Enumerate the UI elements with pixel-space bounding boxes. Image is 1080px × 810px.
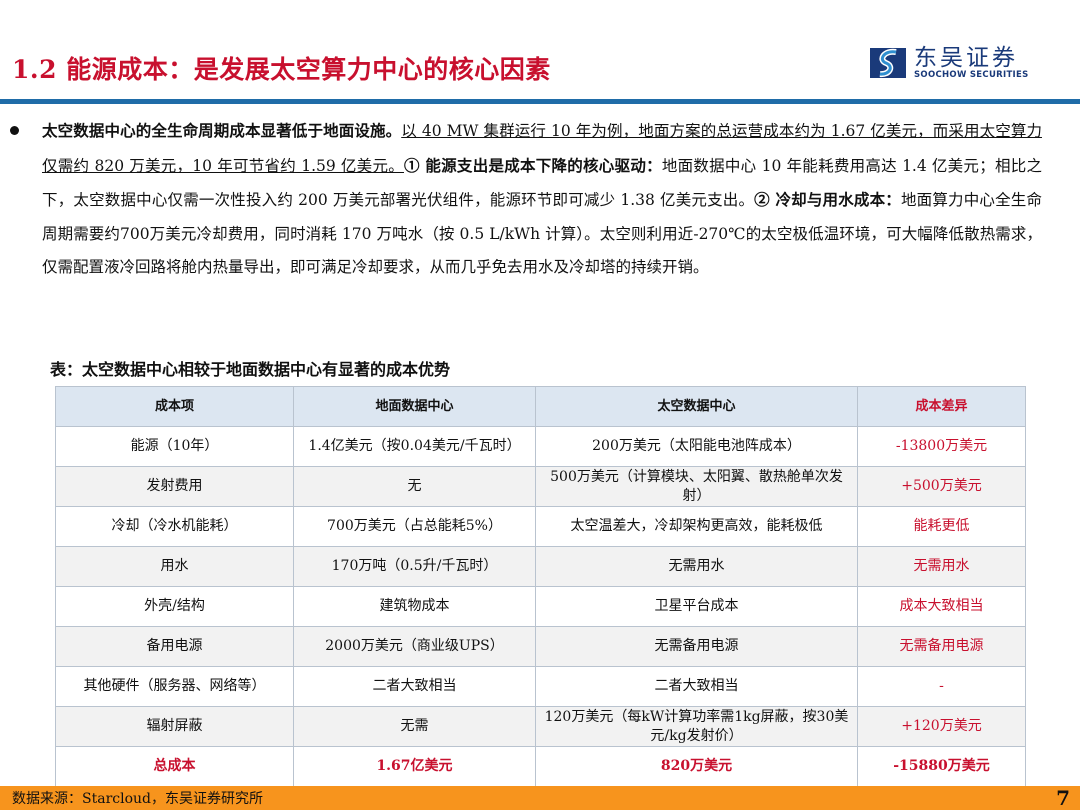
page-number: 7 (1056, 786, 1070, 810)
table-cell: 能耗更低 (857, 506, 1026, 547)
table-row: 外壳/结构 建筑物成本 卫星平台成本 成本大致相当 (55, 586, 1026, 627)
table-row: 其他硬件（服务器、网络等） 二者大致相当 二者大致相当 - (55, 666, 1026, 707)
table-cell: 无需备用电源 (857, 626, 1026, 667)
body-paragraph: 太空数据中心的全生命周期成本显著低于地面设施。以 40 MW 集群运行 10 年… (42, 114, 1042, 285)
underlined-summary: 以 40 MW 集群运行 10 年为例，地面方案的总运营成本约为 1.67 亿美… (42, 122, 1042, 175)
table-cell: 备用电源 (55, 626, 294, 667)
table-cell: 能源（10年） (55, 426, 294, 467)
table-cell: 700万美元（占总能耗5%） (293, 506, 536, 547)
table-cell: 冷却（冷水机能耗） (55, 506, 294, 547)
table-cell: 200万美元（太阳能电池阵成本） (535, 426, 858, 467)
page-title: 1.2 能源成本：是发展太空算力中心的核心因素 (12, 55, 551, 84)
table-cell: +120万美元 (857, 706, 1026, 747)
cost-comparison-table: 成本项 地面数据中心 太空数据中心 成本差异 能源（10年） 1.4亿美元（按0.… (55, 386, 1026, 787)
table-cell: 无需用水 (857, 546, 1026, 587)
table-row: 发射费用无 500万美元（计算模块、太阳翼、散热舱单次发射） +500万美元 (55, 466, 1026, 507)
point-2-heading: ② 冷却与用水成本： (754, 190, 901, 209)
header-cell: 地面数据中心 (293, 386, 536, 427)
logo: 东吴证券 SOOCHOW SECURITIES (870, 46, 1029, 80)
lead-sentence: 太空数据中心的全生命周期成本显著低于地面设施。 (42, 121, 402, 140)
table-cell: 发射费用 (55, 466, 294, 507)
bullet-icon (10, 126, 19, 135)
soochow-logo-icon (870, 48, 906, 78)
table-cell: 170万吨（0.5升/千瓦时） (293, 546, 536, 587)
source-note: 数据来源：Starcloud，东吴证券研究所 (12, 791, 263, 807)
table-cell: 用水 (55, 546, 294, 587)
table-cell: 无 (293, 466, 536, 507)
logo-en: SOOCHOW SECURITIES (914, 70, 1029, 80)
table-cell: 无需 (293, 706, 536, 747)
table-row: 备用电源 2000万美元（商业级UPS） 无需备用电源 无需备用电源 (55, 626, 1026, 667)
table-cell: 无需用水 (535, 546, 858, 587)
point-1-heading: ① 能源支出是成本下降的核心驱动： (403, 155, 662, 175)
table-cell: 卫星平台成本 (535, 586, 858, 627)
header-divider (0, 99, 1080, 104)
table-cell: 成本大致相当 (857, 586, 1026, 627)
table-cell: 二者大致相当 (293, 666, 536, 707)
table-cell: 其他硬件（服务器、网络等） (55, 666, 294, 707)
table-cell: 820万美元 (535, 746, 858, 787)
table-cell: 外壳/结构 (55, 586, 294, 627)
logo-cn: 东吴证券 (914, 45, 1018, 71)
table-cell: 1.4亿美元（按0.04美元/千瓦时） (293, 426, 536, 467)
table-cell: 2000万美元（商业级UPS） (293, 626, 536, 667)
point-2-text: 地面算力中心全生命周期需要约700万美元冷却费用，同时消耗 170 万吨水（按 … (42, 191, 1042, 276)
table-row: 冷却（冷水机能耗） 700万美元（占总能耗5%） 太空温差大，冷却架构更高效，能耗极… (55, 506, 1026, 547)
table-caption: 表：太空数据中心相较于地面数据中心有显著的成本优势 (50, 360, 451, 379)
table-cell: 太空温差大，冷却架构更高效，能耗极低 (535, 506, 858, 547)
table-cell: 总成本 (55, 746, 294, 787)
header-cell: 成本差异 (857, 386, 1026, 427)
table-cell: -15880万美元 (857, 746, 1026, 787)
table-row: 辐射屏蔽 无需 120万美元（每kW计算功率需1kg屏蔽，按30美元/kg发射价） +… (55, 706, 1026, 747)
table-row: 能源（10年） 1.4亿美元（按0.04美元/千瓦时） 200万美元（太阳能电池阵成… (55, 426, 1026, 467)
table-header-row: 成本项 地面数据中心 太空数据中心 成本差异 (55, 386, 1026, 427)
table-cell: +500万美元 (857, 466, 1026, 507)
table-cell: -13800万美元 (857, 426, 1026, 467)
table-cell: 二者大致相当 (535, 666, 858, 707)
table-cell: 辐射屏蔽 (55, 706, 294, 747)
table-cell: - (857, 666, 1026, 707)
table-cell: 建筑物成本 (293, 586, 536, 627)
table-cell: 1.67亿美元 (293, 746, 536, 787)
total-row: 总成本 1.67亿美元 820万美元 -15880万美元 (55, 746, 1026, 787)
table-cell: 500万美元（计算模块、太阳翼、散热舱单次发射） (535, 466, 858, 507)
point-1-text: 地面数据中心 10 年能耗费用高达 1.4 亿美元；相比之下，太空数据中心仅需一… (42, 156, 1042, 210)
table-row: 用水 170万吨（0.5升/千瓦时） 无需用水 无需用水 (55, 546, 1026, 587)
footer-bar: 数据来源：Starcloud，东吴证券研究所 7 (0, 786, 1080, 810)
table-cell: 无需备用电源 (535, 626, 858, 667)
header-cell: 太空数据中心 (535, 386, 858, 427)
header-cell: 成本项 (55, 386, 294, 427)
table-cell: 120万美元（每kW计算功率需1kg屏蔽，按30美元/kg发射价） (535, 706, 858, 747)
